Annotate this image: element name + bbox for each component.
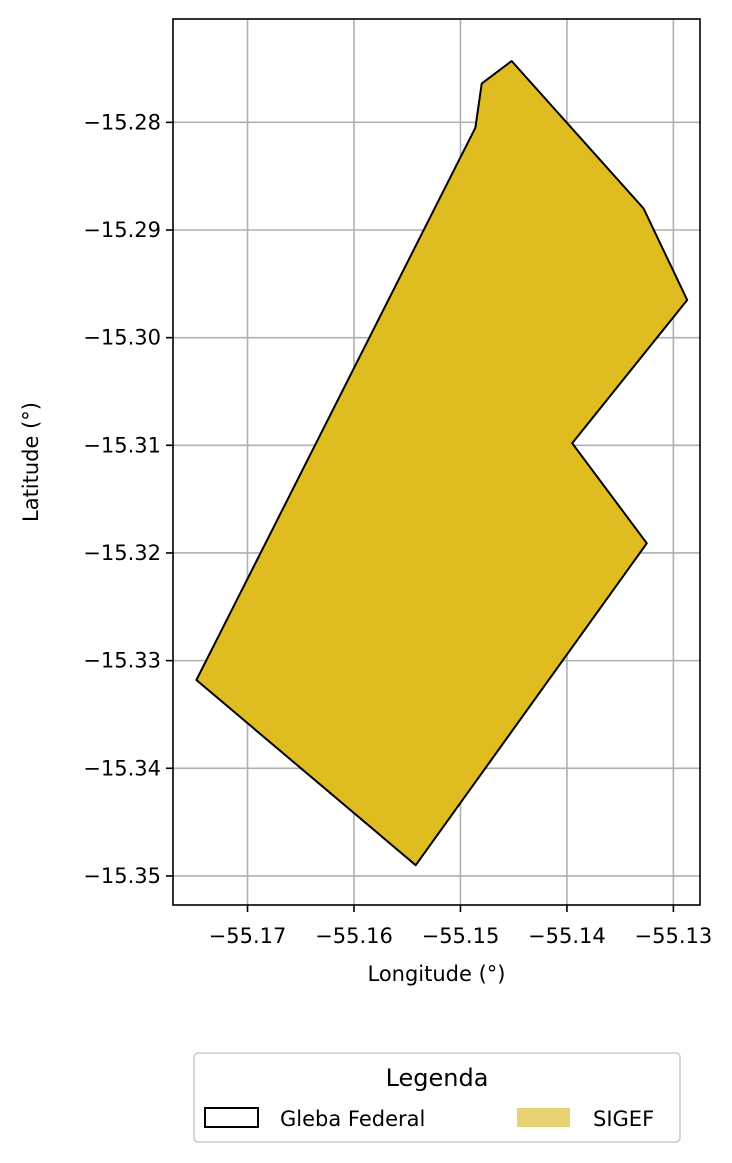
x-axis-ticks: −55.17 −55.16 −55.15 −55.14 −55.13 <box>209 905 713 948</box>
plot-frame <box>172 18 701 906</box>
legend-title: Legenda <box>386 1064 489 1092</box>
y-tick-label: −15.29 <box>83 218 161 242</box>
x-tick-label: −55.17 <box>209 924 287 948</box>
legend-label-sigef: SIGEF <box>593 1107 654 1131</box>
y-axis-ticks: −15.28 −15.29 −15.30 −15.31 −15.32 −15.33 −15.… <box>83 110 173 888</box>
map-area-layer <box>195 60 689 867</box>
x-axis-label: Longitude (°) <box>367 962 505 986</box>
x-tick-label: −55.13 <box>635 924 713 948</box>
sigef-area <box>196 61 688 866</box>
gleba-federal-boundary <box>195 60 689 867</box>
y-tick-label: −15.32 <box>83 541 161 565</box>
y-tick-label: −15.35 <box>83 864 161 888</box>
legend: Legenda Gleba Federal SIGEF <box>193 1052 681 1143</box>
y-tick-label: −15.33 <box>83 649 161 673</box>
y-axis-label: Latitude (°) <box>19 402 43 522</box>
y-tick-label: −15.34 <box>83 756 161 780</box>
legend-label-gleba-federal: Gleba Federal <box>280 1107 425 1131</box>
x-tick-label: −55.15 <box>422 924 500 948</box>
x-tick-label: −55.14 <box>528 924 606 948</box>
y-tick-label: −15.28 <box>83 110 161 134</box>
y-tick-label: −15.31 <box>83 433 161 457</box>
legend-swatch-gleba-federal <box>204 1107 259 1128</box>
legend-swatch-sigef <box>517 1108 570 1127</box>
x-tick-label: −55.16 <box>315 924 393 948</box>
y-tick-label: −15.30 <box>83 326 161 350</box>
